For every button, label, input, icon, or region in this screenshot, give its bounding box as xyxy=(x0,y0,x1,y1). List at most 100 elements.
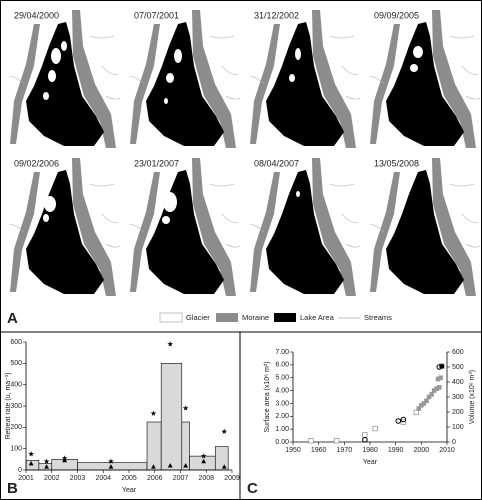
island xyxy=(174,49,182,63)
map-shape xyxy=(129,9,241,149)
island xyxy=(48,70,56,82)
map-thumbnail: 09/09/2005 xyxy=(369,9,481,149)
y2-tick-label: 100 xyxy=(452,424,464,431)
x-tick-label: 1970 xyxy=(337,447,353,454)
island xyxy=(44,196,56,212)
map-shape xyxy=(249,9,361,149)
square-marker xyxy=(372,425,378,432)
map-thumbnail: 29/04/2000 xyxy=(9,9,121,149)
circle-marker xyxy=(362,436,368,443)
x-tick-label: 1950 xyxy=(285,447,301,454)
y-tick-label: 100 xyxy=(10,446,22,453)
map-shape xyxy=(249,157,361,297)
square-marker xyxy=(426,394,432,400)
bar xyxy=(214,446,229,471)
bar xyxy=(160,363,183,471)
square-marker xyxy=(434,386,440,391)
circle-marker xyxy=(439,363,445,369)
map-shape xyxy=(369,9,481,149)
map-shape xyxy=(9,9,121,149)
square-marker xyxy=(421,401,427,406)
bar xyxy=(77,462,148,471)
y-tick-label: 300 xyxy=(10,403,22,410)
y-tick-label: 0 xyxy=(18,467,22,474)
island xyxy=(43,92,49,100)
panel-label: A xyxy=(7,310,18,327)
y-tick-label: 500 xyxy=(10,360,22,367)
bar xyxy=(146,421,162,471)
triangle-marker xyxy=(28,461,34,466)
triangle-marker xyxy=(221,464,227,469)
island xyxy=(295,48,301,60)
triangle-marker xyxy=(201,458,207,464)
triangle-marker xyxy=(44,464,49,469)
square-marker xyxy=(438,375,443,381)
star-marker xyxy=(150,410,157,416)
map-date: 07/07/2001 xyxy=(134,10,179,20)
map-shape xyxy=(9,157,121,297)
x-axis-label: Year xyxy=(363,459,378,466)
y2-tick-label: 500 xyxy=(452,364,464,371)
map-thumbnail: 07/07/2001 xyxy=(129,9,241,149)
y2-tick-label: 300 xyxy=(452,394,464,401)
y2-tick-label: 0 xyxy=(452,439,456,446)
square-marker xyxy=(435,376,441,382)
triangle-marker xyxy=(151,464,156,469)
square-marker xyxy=(362,432,368,438)
star-marker xyxy=(167,341,174,347)
map-thumbnail: 09/02/2006 xyxy=(9,157,121,297)
map-date: 08/04/2007 xyxy=(254,158,299,168)
y-tick-label: 400 xyxy=(10,382,22,389)
x-tick-label: 1980 xyxy=(362,447,378,454)
map-panel: 29/04/2000 07/07/2001 31/12/2002 09/09/2005… xyxy=(9,9,481,297)
square-marker xyxy=(416,406,422,411)
y-tick-label: 7.00 xyxy=(275,349,289,356)
x-tick-label: 2003 xyxy=(70,475,86,482)
star-marker xyxy=(221,428,228,435)
y-tick-label: 4.00 xyxy=(275,387,289,394)
island xyxy=(410,64,418,72)
circle-marker xyxy=(400,416,407,423)
map-date: 29/04/2000 xyxy=(14,10,59,20)
map-thumbnail: 08/04/2007 xyxy=(249,157,361,297)
x-tick-label: 2007 xyxy=(173,475,189,482)
square-marker xyxy=(431,388,437,393)
y2-tick-label: 600 xyxy=(452,349,464,356)
legend: Glacier Moraine Lake Area Streams xyxy=(159,312,392,323)
map-date: 09/02/2006 xyxy=(14,158,59,168)
y-tick-label: 1.00 xyxy=(275,426,289,433)
island xyxy=(51,48,61,64)
star-marker xyxy=(28,451,34,457)
y-axis-label: Retreat rate (u, ma⁻¹) xyxy=(5,372,12,439)
map-thumbnail: 31/12/2002 xyxy=(249,9,361,149)
square-marker xyxy=(424,398,429,404)
star-marker xyxy=(43,458,50,464)
legend-label: Streams xyxy=(364,313,392,322)
triangle-marker xyxy=(167,463,173,468)
x-tick-label: 1960 xyxy=(311,447,327,454)
x-tick-label: 2004 xyxy=(95,475,111,482)
map-date: 23/01/2007 xyxy=(134,158,179,168)
x-tick-label: 2005 xyxy=(121,475,137,482)
star-marker xyxy=(182,405,189,411)
y-tick-label: 600 xyxy=(10,339,22,346)
map-shape xyxy=(129,157,241,297)
square-marker xyxy=(429,392,434,397)
x-tick-label: 1990 xyxy=(388,447,404,454)
island xyxy=(413,46,423,58)
triangle-marker xyxy=(108,464,114,469)
map-thumbnail: 13/05/2008 xyxy=(369,157,481,297)
y-tick-label: 0.00 xyxy=(275,439,289,446)
island xyxy=(163,192,177,212)
x-tick-label: 2002 xyxy=(44,475,60,482)
legend-label: Moraine xyxy=(242,313,269,322)
star-marker xyxy=(200,453,207,459)
bar xyxy=(181,421,190,471)
square-marker xyxy=(413,409,419,416)
triangle-marker xyxy=(183,463,189,468)
y-tick-label: 2.00 xyxy=(275,413,289,420)
island xyxy=(164,98,168,104)
star-marker xyxy=(108,458,114,464)
island xyxy=(166,73,174,83)
